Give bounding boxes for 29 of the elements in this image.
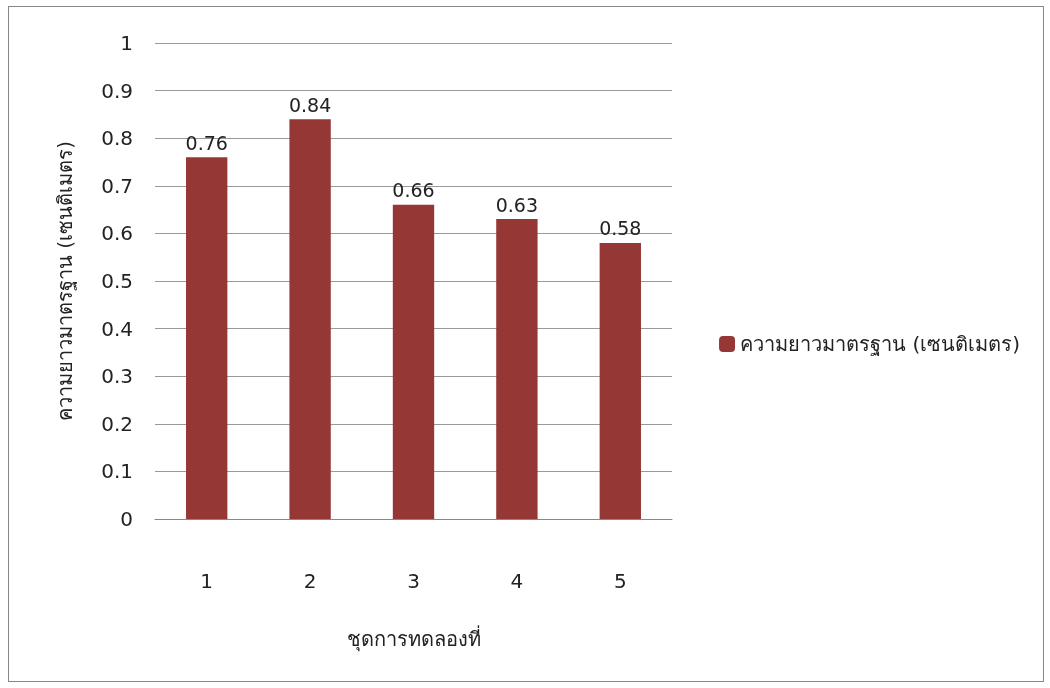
data-label: 0.84 xyxy=(288,93,332,116)
bar xyxy=(599,242,641,519)
bar xyxy=(289,119,331,519)
x-tick-label: 3 xyxy=(407,569,420,593)
data-label: 0.76 xyxy=(185,131,228,154)
bar xyxy=(186,157,228,519)
y-tick-label: 0.1 xyxy=(101,459,133,484)
data-label: 0.58 xyxy=(599,217,642,240)
y-tick-label: 0.2 xyxy=(101,411,133,436)
data-label: 0.63 xyxy=(495,193,539,216)
y-tick-label: 1 xyxy=(120,31,133,55)
y-tick-label: 0.6 xyxy=(101,221,133,246)
y-axis-title: ความยาวมาตรฐาน (เซนติเมตร) xyxy=(53,141,77,421)
bar xyxy=(496,219,538,519)
x-tick-label: 5 xyxy=(613,569,627,593)
y-tick-label: 0.7 xyxy=(101,173,133,198)
bar xyxy=(392,204,435,519)
x-tick-label: 2 xyxy=(303,569,317,593)
data-label: 0.66 xyxy=(392,179,435,202)
x-tick-label: 4 xyxy=(510,569,524,593)
x-axis-title: ชุดการทดลองที่ xyxy=(346,625,481,652)
y-tick-label: 0 xyxy=(120,507,133,531)
legend-label: ความยาวมาตรฐาน (เซนติเมตร) xyxy=(740,332,1021,356)
y-tick-label: 0.9 xyxy=(101,78,133,103)
y-tick-label: 0.8 xyxy=(101,126,133,151)
y-tick-label: 0.5 xyxy=(101,269,133,293)
y-tick-label: 0.4 xyxy=(101,316,133,341)
y-tick-label: 0.3 xyxy=(101,364,133,389)
x-tick-label: 1 xyxy=(200,569,214,593)
